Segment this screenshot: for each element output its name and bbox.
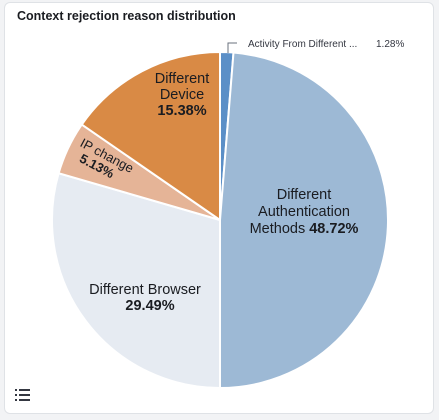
- slice-label-activity-value: 1.28%: [376, 39, 404, 50]
- slice-label-device-value: 15.38%: [157, 103, 206, 119]
- slice-label-auth-line2: Authentication: [258, 204, 350, 220]
- slice-label-device-line1: Different: [155, 71, 210, 87]
- pie-slice-different-device[interactable]: [80, 50, 221, 222]
- pie-slice-different-authentication-methods[interactable]: [219, 51, 389, 390]
- slice-label-auth-line1: Different: [277, 187, 332, 203]
- slice-label-activity-name: Activity From Different ...: [248, 39, 357, 50]
- slice-label-browser-name: Different Browser: [89, 282, 201, 298]
- slice-label-auth-value: 48.72%: [309, 221, 358, 237]
- pie-slice-different-browser[interactable]: [51, 171, 221, 390]
- list-icon[interactable]: [15, 388, 31, 402]
- pie-slices: [51, 50, 389, 390]
- chart-title: Context rejection reason distribution: [17, 9, 236, 23]
- slice-callout-line: [227, 42, 237, 53]
- slice-label-device-line2: Device: [160, 87, 204, 103]
- slice-label-auth-line3: Methods 48.72%: [250, 221, 359, 237]
- slice-label-browser-value: 29.49%: [125, 298, 174, 314]
